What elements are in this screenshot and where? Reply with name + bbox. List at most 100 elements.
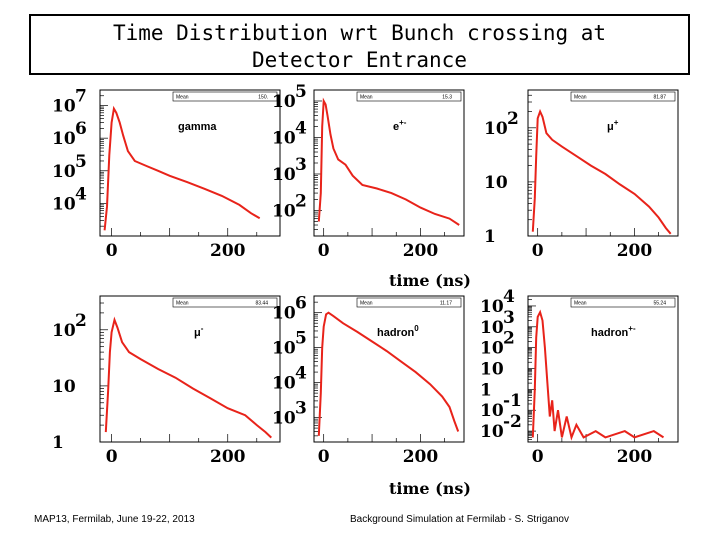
y-tick-exponent: 3 <box>295 399 307 419</box>
y-tick-exponent: 4 <box>75 184 87 204</box>
stats-box-frame <box>356 91 462 102</box>
panel-label-superscript: 0 <box>414 324 419 333</box>
y-tick-label: 10 <box>484 173 508 193</box>
y-tick-label: 10 <box>480 401 504 421</box>
panel-label: e+- <box>393 118 407 133</box>
stats-box: Mean 55.24 <box>570 297 676 308</box>
plot-frame <box>313 89 465 237</box>
series-line-gamma <box>103 105 261 231</box>
y-tick-label: 10 <box>272 92 296 112</box>
stats-label: Mean <box>574 95 587 101</box>
stats-label: Mean <box>176 301 189 307</box>
y-tick-label: 10 <box>272 304 296 324</box>
y-tick-label: 1 <box>484 227 496 247</box>
panel-label-superscript: +- <box>628 324 636 333</box>
x-tick-label: 0 <box>106 447 118 467</box>
stats-value: 15.3 <box>442 95 452 101</box>
y-tick-exponent: 5 <box>75 152 87 172</box>
slide-title: Time Distribution wrt Bunch crossing at … <box>29 14 690 75</box>
y-tick-label: 10 <box>52 97 76 117</box>
panel-label: μ+ <box>607 118 619 133</box>
y-tick-label: 1 <box>480 380 492 400</box>
stats-label: Mean <box>574 301 587 307</box>
x-tick-label: 200 <box>210 447 246 467</box>
stats-box: Mean 83.44 <box>172 297 278 308</box>
title-line-2: Detector Entrance <box>252 48 467 72</box>
stats-box: Mean 81.87 <box>570 91 676 102</box>
y-tick-exponent: -2 <box>503 412 522 432</box>
x-tick-label: 0 <box>106 241 118 261</box>
y-tick-label: 10 <box>272 339 296 359</box>
x-tick-label: 200 <box>403 241 439 261</box>
plot-frame <box>527 295 679 443</box>
stats-box-frame <box>570 91 676 102</box>
plot-frame <box>99 295 281 443</box>
y-tick-exponent: 6 <box>75 119 87 139</box>
plot-frame <box>313 295 465 443</box>
stats-box-frame <box>172 91 278 102</box>
footer-conference: MAP13, Fermilab, June 19-22, 2013 <box>34 514 195 525</box>
stats-box: Mean 11.17 <box>356 297 462 308</box>
panel-label: hadron0 <box>377 324 419 339</box>
y-tick-label: 10 <box>52 321 76 341</box>
y-tick-exponent: 3 <box>295 155 307 175</box>
y-tick-label: 10 <box>272 165 296 185</box>
footer-credit: Background Simulation at Fermilab - S. S… <box>350 514 569 525</box>
y-tick-exponent: 6 <box>295 294 307 314</box>
stats-box-frame <box>570 297 676 308</box>
y-tick-exponent: -1 <box>503 391 522 411</box>
stats-box-frame <box>356 297 462 308</box>
x-tick-label: 0 <box>318 241 330 261</box>
x-tick-label: 0 <box>318 447 330 467</box>
stats-value: 150. <box>258 95 268 101</box>
stats-value: 11.17 <box>440 301 452 307</box>
series-line-mu <box>531 108 672 235</box>
y-tick-label: 10 <box>52 194 76 214</box>
y-tick-exponent: 2 <box>507 109 519 129</box>
panel-label: hadron+- <box>591 324 636 339</box>
y-tick-exponent: 2 <box>75 311 87 331</box>
y-tick-exponent: 2 <box>295 191 307 211</box>
stats-value: 81.87 <box>653 95 666 101</box>
stats-label: Mean <box>360 301 373 307</box>
stats-label: Mean <box>360 95 373 101</box>
y-tick-label: 10 <box>480 422 504 442</box>
series-line-mu <box>104 316 272 439</box>
y-tick-label: 10 <box>272 201 296 221</box>
y-tick-label: 10 <box>480 360 504 380</box>
x-tick-label: 0 <box>532 241 544 261</box>
y-tick-exponent: 4 <box>295 118 307 138</box>
y-tick-exponent: 2 <box>503 329 515 349</box>
x-tick-label: 200 <box>617 241 653 261</box>
x-tick-label: 200 <box>210 241 246 261</box>
x-tick-label: 200 <box>617 447 653 467</box>
y-tick-exponent: 5 <box>295 329 307 349</box>
y-tick-label: 10 <box>52 162 76 182</box>
y-tick-label: 10 <box>272 128 296 148</box>
panel-label-superscript: +- <box>399 118 407 127</box>
y-tick-label: 10 <box>52 377 76 397</box>
stats-label: Mean <box>176 95 189 101</box>
panel-label: gamma <box>178 121 217 133</box>
y-tick-label: 10 <box>52 129 76 149</box>
panel-label-superscript: + <box>614 118 619 127</box>
y-tick-label: 10 <box>272 409 296 429</box>
y-tick-label: 1 <box>52 433 64 453</box>
panel-label: μ- <box>194 324 204 339</box>
plot-frame <box>527 89 679 237</box>
title-line-1: Time Distribution wrt Bunch crossing at <box>112 21 607 45</box>
series-line-e <box>317 97 460 226</box>
y-tick-label: 10 <box>480 318 504 338</box>
stats-box: Mean 15.3 <box>356 91 462 102</box>
x-axis-title: time (ns) <box>389 271 471 290</box>
y-tick-label: 10 <box>484 119 508 139</box>
y-tick-exponent: 4 <box>503 287 515 307</box>
plot-frame <box>99 89 281 237</box>
